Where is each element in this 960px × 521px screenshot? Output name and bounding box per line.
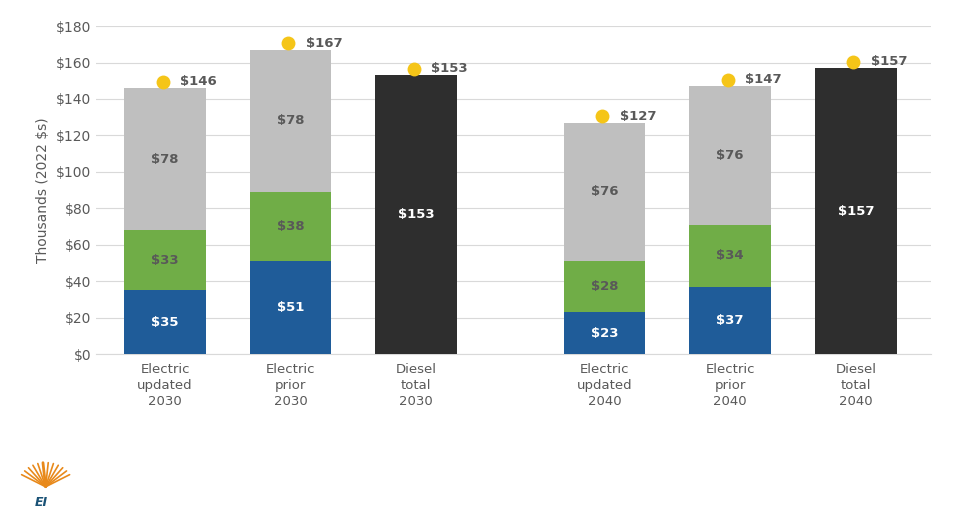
Text: $153: $153 bbox=[431, 63, 468, 76]
Bar bbox=[375, 75, 457, 354]
Text: $28: $28 bbox=[591, 280, 618, 293]
Bar bbox=[689, 287, 771, 354]
Bar bbox=[815, 68, 897, 354]
Text: $127: $127 bbox=[620, 110, 657, 123]
Text: $78: $78 bbox=[152, 153, 179, 166]
Bar bbox=[124, 230, 205, 291]
Bar bbox=[124, 291, 205, 354]
Bar bbox=[564, 262, 645, 312]
Text: $157: $157 bbox=[837, 205, 875, 218]
Text: $157: $157 bbox=[871, 55, 907, 68]
Bar bbox=[564, 123, 645, 262]
Text: EI: EI bbox=[35, 495, 48, 508]
Text: $146: $146 bbox=[180, 75, 217, 88]
Text: $34: $34 bbox=[716, 250, 744, 262]
Bar bbox=[250, 262, 331, 354]
Y-axis label: Thousands (2022 $s): Thousands (2022 $s) bbox=[36, 117, 50, 263]
Bar bbox=[124, 88, 205, 230]
Bar bbox=[564, 312, 645, 354]
Bar bbox=[250, 50, 331, 192]
Text: $153: $153 bbox=[398, 208, 435, 221]
Text: $147: $147 bbox=[745, 73, 782, 86]
Text: $51: $51 bbox=[277, 301, 304, 314]
Text: $37: $37 bbox=[716, 314, 744, 327]
Text: $23: $23 bbox=[591, 327, 618, 340]
Text: $76: $76 bbox=[716, 149, 744, 162]
Text: $76: $76 bbox=[591, 185, 618, 199]
Bar bbox=[250, 192, 331, 262]
Bar bbox=[689, 86, 771, 225]
Text: $35: $35 bbox=[152, 316, 179, 329]
Text: $78: $78 bbox=[276, 115, 304, 127]
Text: $167: $167 bbox=[305, 37, 343, 50]
Bar bbox=[689, 225, 771, 287]
Text: $33: $33 bbox=[152, 254, 179, 267]
Text: $38: $38 bbox=[276, 220, 304, 233]
